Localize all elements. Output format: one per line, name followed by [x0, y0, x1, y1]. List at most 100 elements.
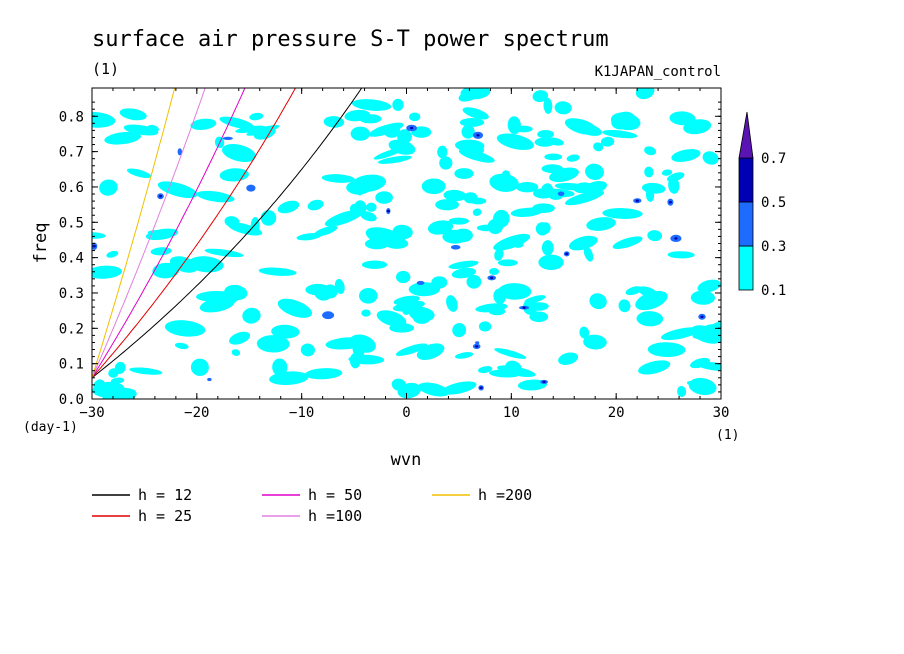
legend-label: h =100 — [308, 507, 362, 525]
contour-blob — [177, 148, 182, 156]
x-tick-label: 30 — [713, 405, 730, 421]
contour-blob — [494, 348, 527, 359]
contour-blob — [437, 145, 448, 159]
contour-blob — [313, 225, 338, 237]
y-tick-label: 0.1 — [59, 357, 84, 373]
contour-blob — [152, 262, 180, 279]
contour-blob — [300, 343, 315, 357]
contour-blob — [554, 101, 572, 115]
contour-blob — [579, 326, 590, 339]
contour-blob — [366, 202, 377, 212]
contour-blob — [564, 190, 605, 206]
contour-blob — [395, 343, 428, 356]
contour-blob — [119, 108, 147, 121]
x-tick-label: −20 — [184, 405, 209, 421]
contour-blob — [498, 283, 532, 300]
contour-blob — [260, 210, 277, 226]
dispersion-curve — [92, 88, 363, 379]
contour-blob — [207, 377, 212, 382]
contour-blob — [409, 112, 421, 122]
contour-blob — [322, 311, 335, 320]
contour-blob — [249, 112, 264, 121]
contour-blob — [529, 311, 549, 323]
contour-blob — [229, 331, 251, 345]
contour-blob — [375, 191, 393, 204]
x-tick-label: −30 — [79, 405, 104, 421]
contour-blob — [516, 182, 539, 193]
y-tick-label: 0.4 — [59, 251, 84, 267]
contour-blob — [494, 248, 504, 261]
contour-blob — [446, 295, 458, 312]
x-tick-label: 0 — [402, 405, 410, 421]
contour-blob — [204, 248, 244, 258]
contour-blob — [450, 245, 461, 250]
contour-blob — [324, 209, 363, 227]
contour-blob — [543, 97, 553, 114]
contour-blob — [593, 142, 604, 152]
contour-blob — [602, 208, 643, 219]
contour-blob — [497, 259, 518, 267]
contour-blob — [488, 307, 506, 316]
contour-blob — [490, 276, 494, 280]
contour-blob — [476, 224, 497, 232]
contour-blob — [219, 116, 254, 130]
colorbar-label: 0.7 — [761, 151, 786, 167]
contour-blob — [361, 260, 388, 269]
contour-blob — [638, 360, 671, 375]
x-tick-label: 10 — [503, 405, 520, 421]
contour-blob — [242, 307, 261, 324]
contour-blob — [431, 276, 448, 289]
contour-blob — [224, 284, 248, 301]
contour-blob — [253, 126, 276, 140]
dispersion-curves — [92, 88, 363, 379]
colorbar-label: 0.3 — [761, 239, 786, 255]
contour-blob — [385, 238, 409, 249]
colorbar: 0.1 0.3 0.5 0.7 — [738, 111, 786, 299]
contour-blob — [158, 195, 163, 198]
contour-blob — [157, 181, 198, 199]
contour-blob — [472, 208, 482, 216]
contour-blob — [466, 274, 482, 289]
contour-blob — [375, 126, 401, 133]
contour-blob — [277, 298, 313, 318]
contour-blob — [644, 146, 657, 156]
contour-blob — [501, 170, 511, 183]
y-axis-unit: (day-1) — [23, 420, 78, 435]
contour-blob — [625, 286, 643, 296]
y-tick-label: 0.8 — [59, 109, 84, 125]
contour-blob — [353, 200, 367, 216]
contour-blob — [391, 378, 407, 392]
contour-blob — [635, 88, 655, 100]
contour-blob — [583, 334, 607, 350]
contour-blob — [602, 129, 638, 139]
contour-blob — [710, 321, 721, 330]
contour-blob — [129, 367, 163, 375]
contour-blob — [196, 190, 235, 203]
contour-blob — [702, 151, 719, 165]
contour-blob — [451, 267, 477, 279]
contour-blob — [666, 172, 685, 182]
contour-blob — [351, 99, 392, 111]
contour-blob — [235, 125, 266, 134]
contour-blob — [478, 366, 493, 374]
contour-blob — [307, 199, 324, 211]
contour-blob — [459, 118, 485, 127]
contour-blob — [392, 98, 404, 111]
contour-blob — [565, 252, 569, 255]
contour-blob — [454, 168, 474, 179]
contour-blob — [448, 260, 479, 269]
contour-blob — [544, 153, 563, 161]
contour-blob — [512, 240, 524, 248]
contour-blob — [190, 358, 209, 377]
contour-blob — [644, 166, 654, 178]
contour-blob — [334, 278, 345, 295]
x-axis-label: wvn — [391, 450, 422, 470]
chart-title: surface air pressure S-T power spectrum — [92, 27, 609, 52]
dispersion-curve — [92, 88, 297, 379]
y-tick-label: 0.5 — [59, 215, 84, 231]
contour-blob — [346, 180, 371, 195]
contour-blob — [671, 149, 701, 162]
contour-blob — [402, 305, 411, 316]
contour-blob — [522, 306, 526, 309]
